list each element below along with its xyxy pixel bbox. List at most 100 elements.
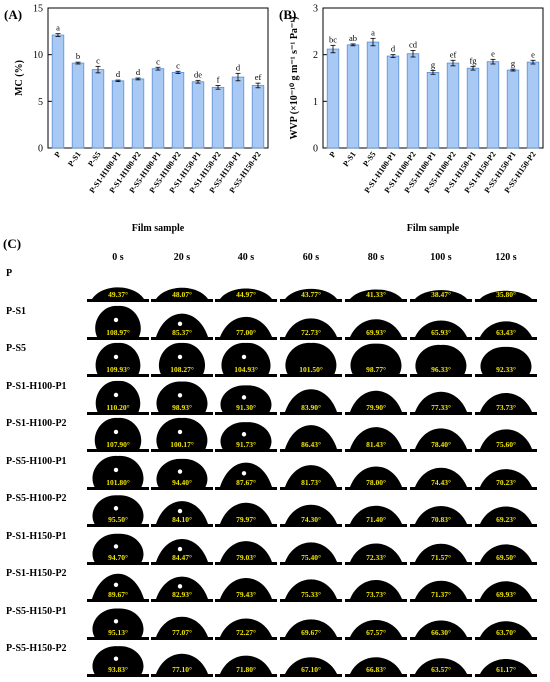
contact-angle-value: 95.13° bbox=[108, 627, 128, 637]
significance-letter: a bbox=[56, 23, 60, 33]
bar-4 bbox=[406, 53, 420, 149]
x-tick-label: P bbox=[52, 150, 62, 159]
sample-row: P-S5-H150-P1 95.13° 77.07° 72.27° 69.67° 67.5… bbox=[0, 603, 550, 640]
contact-angle-value: 86.43° bbox=[301, 440, 321, 449]
bar-0 bbox=[326, 48, 340, 149]
droplet bbox=[415, 658, 467, 674]
substrate bbox=[475, 561, 537, 565]
bar-9 bbox=[506, 69, 520, 149]
sample-label: P bbox=[6, 268, 13, 279]
contact-angle-value: 108.97° bbox=[106, 327, 130, 337]
contact-angle-value: 92.33° bbox=[496, 365, 516, 374]
substrate bbox=[410, 336, 472, 340]
contact-angle-value: 35.80° bbox=[496, 290, 516, 299]
sample-label: P-S5-H150-P2 bbox=[6, 643, 67, 654]
droplet-image: 66.83° bbox=[345, 641, 407, 677]
substrate bbox=[345, 599, 407, 602]
contact-angle-value: 77.10° bbox=[172, 665, 192, 674]
droplet-image: 71.40° bbox=[345, 491, 407, 527]
droplet-image: 108.97° bbox=[87, 303, 149, 340]
droplet-image: 70.23° bbox=[475, 453, 537, 490]
bar-1 bbox=[346, 44, 360, 149]
substrate bbox=[475, 674, 537, 677]
contact-angle-value: 72.33° bbox=[366, 552, 386, 562]
droplet bbox=[480, 506, 532, 524]
bar-3 bbox=[386, 55, 400, 149]
substrate bbox=[87, 486, 149, 490]
droplet-highlight bbox=[177, 321, 183, 326]
substrate bbox=[410, 299, 472, 302]
chart-b: (B) 0 1 2 3 WVP (×10⁻¹⁰ g m⁻¹ s⁻¹ Pa⁻¹) bc Pab P… bbox=[279, 4, 544, 234]
contact-angle-value: 79.43° bbox=[236, 590, 256, 599]
contact-angle-value: 65.93° bbox=[431, 327, 451, 337]
contact-angle-value: 69.93° bbox=[366, 327, 386, 337]
substrate bbox=[215, 561, 277, 565]
contact-angle-value: 87.67° bbox=[236, 477, 256, 487]
contact-angle-value: 98.93° bbox=[172, 402, 192, 412]
sample-label: P-S5-H150-P1 bbox=[6, 605, 67, 617]
substrate bbox=[345, 336, 407, 340]
substrate bbox=[151, 524, 213, 527]
bar-5 bbox=[426, 72, 440, 149]
significance-letter: d bbox=[136, 67, 141, 77]
contact-angle-grid: (C) 0 s 20 s 40 s 60 s 80 s 100 s 120 s P 49.37° 4… bbox=[0, 236, 550, 682]
substrate bbox=[215, 599, 277, 602]
droplet-image: 77.00° bbox=[215, 303, 277, 340]
x-axis-label: Film sample bbox=[407, 223, 460, 234]
droplet-image: 94.70° bbox=[87, 528, 149, 565]
significance-letter: fg bbox=[469, 55, 477, 65]
contact-angle-value: 101.80° bbox=[106, 477, 130, 487]
droplet-image: 95.13° bbox=[87, 603, 149, 640]
contact-angle-value: 91.30° bbox=[236, 402, 256, 412]
sample-label: P-S1-H100-P1 bbox=[6, 380, 67, 392]
droplet-image: 82.93° bbox=[151, 566, 213, 602]
droplet-image: 71.80° bbox=[215, 641, 277, 677]
droplet bbox=[480, 392, 532, 412]
contact-angle-value: 77.07° bbox=[172, 627, 192, 637]
droplet-image: 91.73° bbox=[215, 416, 277, 452]
droplet-image: 84.10° bbox=[151, 491, 213, 527]
significance-letter: e bbox=[531, 49, 535, 59]
droplet-highlight bbox=[177, 508, 183, 514]
contact-angle-value: 69.23° bbox=[496, 515, 516, 524]
sample-label: P-S5-H100-P2 bbox=[6, 493, 67, 504]
droplet bbox=[350, 289, 402, 299]
substrate bbox=[475, 411, 537, 415]
substrate bbox=[215, 374, 277, 377]
droplet-image: 41.33° bbox=[345, 266, 407, 302]
droplet bbox=[95, 380, 141, 412]
droplet bbox=[220, 422, 272, 449]
contact-angle-value: 63.57° bbox=[431, 665, 451, 674]
droplet-image: 72.73° bbox=[280, 303, 342, 340]
substrate bbox=[87, 524, 149, 527]
droplet-image: 86.43° bbox=[280, 416, 342, 452]
contact-angle-value: 63.43° bbox=[496, 327, 516, 337]
droplet bbox=[158, 342, 206, 374]
substrate bbox=[87, 299, 149, 302]
bar-6 bbox=[446, 62, 460, 149]
significance-letter: g bbox=[431, 60, 436, 70]
droplet-image: 44.97° bbox=[215, 266, 277, 302]
y-tick-label: 0 bbox=[313, 144, 318, 155]
substrate bbox=[410, 374, 472, 377]
contact-angle-value: 107.90° bbox=[106, 440, 130, 449]
droplet bbox=[415, 391, 467, 412]
contact-angle-value: 85.37° bbox=[172, 327, 192, 337]
contact-angle-value: 84.47° bbox=[172, 552, 192, 562]
droplet bbox=[415, 619, 467, 637]
substrate bbox=[151, 486, 213, 490]
substrate bbox=[87, 674, 149, 677]
droplet-image: 81.73° bbox=[280, 453, 342, 490]
substrate bbox=[280, 449, 342, 452]
droplet bbox=[480, 346, 532, 374]
substrate bbox=[410, 674, 472, 677]
droplet-image: 38.47° bbox=[410, 266, 472, 302]
contact-angle-value: 43.77° bbox=[301, 290, 321, 299]
bar-2 bbox=[91, 69, 105, 149]
droplet bbox=[95, 305, 141, 337]
significance-letter: d bbox=[236, 62, 241, 72]
substrate bbox=[345, 636, 407, 640]
substrate bbox=[215, 524, 277, 527]
substrate bbox=[280, 561, 342, 565]
